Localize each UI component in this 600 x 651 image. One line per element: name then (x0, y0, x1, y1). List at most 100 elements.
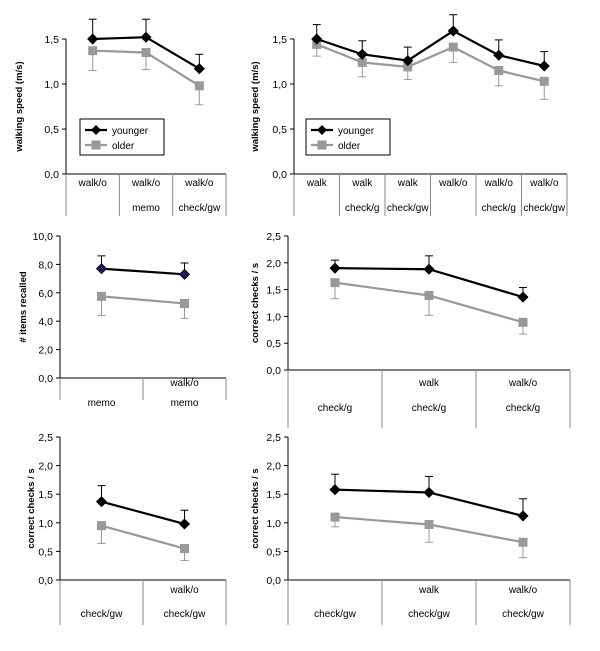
y-tick-label: 0,5 (38, 546, 53, 558)
older-square-marker (330, 278, 340, 288)
y-tick-label: 1,0 (44, 79, 59, 91)
older-square-marker (180, 544, 189, 554)
younger-diamond-marker (517, 291, 529, 303)
category-label: check/g (482, 203, 516, 214)
category-label: walk/o (529, 178, 559, 189)
y-tick-label: 2,5 (266, 432, 281, 444)
older-square-marker (180, 298, 189, 308)
y-tick-label: 0,5 (44, 124, 59, 136)
younger-diamond-marker (493, 49, 505, 61)
younger-diamond-marker (356, 48, 368, 60)
category-label: check/gw (164, 609, 206, 620)
y-tick-label: 0,0 (44, 169, 59, 181)
y-axis-title: walking speed (m/s) (250, 61, 261, 152)
legend-younger-label: younger (338, 126, 375, 137)
older-square-marker (330, 512, 340, 522)
younger-diamond-marker (538, 60, 550, 72)
younger-diamond-marker (95, 263, 108, 275)
younger-diamond-marker (178, 268, 191, 280)
y-tick-label: 0,0 (38, 575, 53, 587)
older-square-marker (403, 62, 413, 72)
y-tick-label: 1,5 (266, 489, 281, 501)
younger-diamond-marker (329, 484, 341, 496)
y-tick-label: 2,5 (266, 231, 281, 243)
category-label: check/gw (387, 203, 429, 214)
y-tick-label: 0,0 (266, 365, 281, 377)
younger-diamond-marker (95, 496, 108, 508)
younger-series-line (101, 267, 185, 276)
category-label: walk/o (131, 178, 161, 189)
older-square-marker (518, 537, 528, 547)
y-tick-label: 0,5 (272, 124, 287, 136)
older-series-line (101, 295, 185, 305)
older-square-marker (88, 46, 98, 56)
y-axis-title: # items recalled (18, 271, 29, 342)
older-square-marker (194, 81, 204, 91)
y-tick-label: 0,5 (266, 338, 281, 350)
category-label: walk (306, 178, 328, 189)
y-tick-label: 1,0 (266, 518, 281, 530)
legend-older-marker (91, 140, 101, 150)
category-label: walk/o (508, 378, 538, 389)
category-label: memo (88, 398, 116, 409)
chart-panel-e: 0,0 0,5 1,0 1,5 2,0 2,5 correct checks / s chec… (26, 432, 227, 625)
older-square-marker (141, 48, 151, 57)
older-square-marker (424, 520, 434, 530)
younger-diamond-marker (402, 55, 414, 67)
y-tick-label: 1,5 (38, 489, 53, 501)
y-tick-label: 2,0 (38, 345, 53, 357)
older-square-marker (448, 42, 458, 52)
y-tick-label: 2,0 (266, 461, 281, 473)
younger-diamond-marker (423, 486, 435, 499)
y-tick-label: 2,0 (266, 258, 281, 270)
y-axis-title: walking speed (m/s) (14, 61, 25, 152)
category-label: walk/o (438, 178, 468, 189)
category-label: check/gw (314, 609, 356, 620)
legend-older-label: older (338, 141, 361, 152)
category-label: walk (351, 178, 373, 189)
y-tick-label: 1,5 (266, 285, 281, 297)
category-label: walk/o (508, 585, 538, 596)
older-square-marker (357, 57, 367, 67)
y-tick-label: 0,0 (38, 373, 53, 385)
y-tick-label: 0,5 (266, 546, 281, 558)
younger-diamond-marker (178, 518, 191, 530)
legend-older-marker (317, 140, 327, 150)
younger-diamond-marker (423, 263, 435, 275)
y-tick-label: 6,0 (38, 288, 53, 300)
category-label: walk (397, 178, 419, 189)
category-label: walk/o (184, 178, 214, 189)
y-tick-label: 4,0 (38, 316, 53, 328)
chart-panel-d: 0,0 0,5 1,0 1,5 2,0 2,5 correct checks / s chec… (250, 231, 571, 428)
category-label: check/gw (408, 609, 450, 620)
younger-series-line (101, 500, 185, 526)
y-tick-label: 10,0 (33, 231, 54, 243)
category-label: walk/o (169, 378, 199, 389)
y-tick-label: 0,0 (272, 169, 287, 181)
older-series-line (101, 524, 185, 550)
legend-older-label: older (112, 141, 135, 152)
legend-younger-marker (317, 125, 327, 135)
younger-diamond-marker (329, 262, 341, 274)
category-label: check/gw (178, 203, 220, 214)
category-label: walk/o (77, 178, 107, 189)
category-label: check/g (506, 403, 540, 414)
older-square-marker (97, 291, 106, 301)
category-label: check/gw (523, 203, 565, 214)
y-tick-label: 1,5 (272, 34, 287, 46)
legend: younger older (305, 118, 391, 156)
category-label: walk/o (484, 178, 514, 189)
category-label: check/g (318, 403, 352, 414)
legend-younger-marker (91, 125, 101, 135)
younger-diamond-marker (87, 33, 99, 45)
y-axis-title: correct checks / s (250, 468, 261, 548)
category-label: check/gw (81, 609, 123, 620)
y-tick-label: 1,0 (38, 518, 53, 530)
y-axis-title: correct checks / s (250, 263, 261, 343)
older-square-marker (494, 66, 504, 75)
older-square-marker (97, 521, 106, 531)
category-label: walk/o (169, 585, 199, 596)
younger-series-line (316, 29, 545, 68)
chart-panel-b: 0,0 0,5 1,0 1,5 walking speed (m/s) walk walk c… (250, 14, 568, 216)
older-square-marker (539, 76, 549, 86)
